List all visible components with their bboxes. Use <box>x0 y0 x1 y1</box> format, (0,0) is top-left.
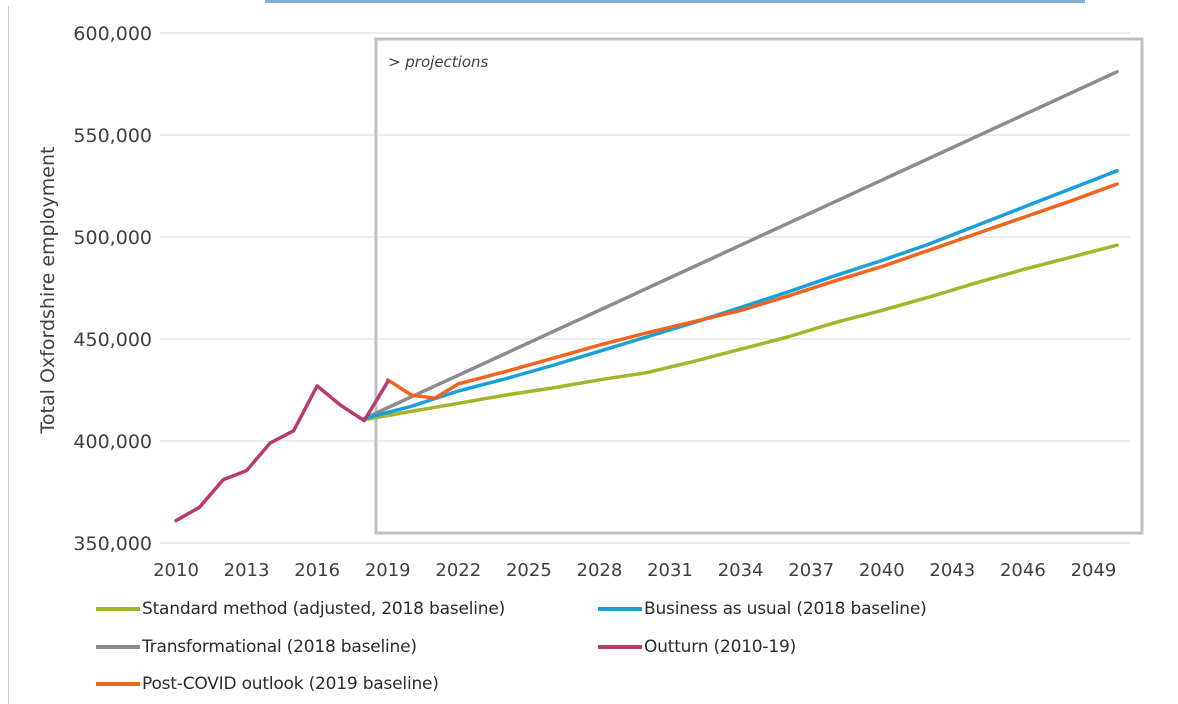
x-tick-label: 2025 <box>506 560 552 581</box>
legend-item-post-covid-outlook: Post-COVID outlook (2019 baseline) <box>96 671 439 697</box>
legend-item-business-as-usual: Business as usual (2018 baseline) <box>598 596 927 622</box>
legend-item-outturn: Outturn (2010-19) <box>598 634 796 660</box>
legend: Standard method (adjusted, 2018 baseline… <box>96 596 1096 701</box>
y-tick-label: 550,000 <box>73 125 152 147</box>
y-tick-label: 400,000 <box>73 431 152 453</box>
projection-region: > projections <box>374 37 1144 535</box>
x-tick-label: 2040 <box>859 560 905 581</box>
x-tick-label: 2010 <box>153 560 199 581</box>
gridlines <box>160 32 1130 544</box>
series-line-0 <box>362 243 1119 422</box>
series-lines <box>174 70 1119 523</box>
series-line-3 <box>174 380 390 523</box>
x-tick-label: 2016 <box>294 560 340 581</box>
legend-label: Business as usual (2018 baseline) <box>644 599 927 619</box>
x-tick-label: 2028 <box>577 560 623 581</box>
x-tick-label: 2019 <box>365 560 411 581</box>
series-line-2 <box>362 70 1119 421</box>
y-axis-label: Total Oxfordshire employment <box>37 147 59 435</box>
x-tick-label: 2043 <box>929 560 975 581</box>
x-tick-label: 2037 <box>788 560 834 581</box>
legend-label: Post-COVID outlook (2019 baseline) <box>142 674 439 694</box>
y-tick-label: 500,000 <box>73 227 152 249</box>
legend-swatch <box>96 645 140 649</box>
x-tick-label: 2034 <box>718 560 764 581</box>
legend-swatch <box>96 607 140 611</box>
cropped-title-strip <box>0 0 1178 6</box>
legend-label: Transformational (2018 baseline) <box>142 637 417 657</box>
legend-swatch <box>598 645 642 649</box>
legend-item-transformational: Transformational (2018 baseline) <box>96 634 417 660</box>
x-tick-label: 2049 <box>1071 560 1117 581</box>
x-tick-label: 2022 <box>435 560 481 581</box>
legend-swatch <box>598 607 642 611</box>
projection-box <box>374 37 1144 535</box>
x-tick-label: 2013 <box>224 560 270 581</box>
legend-label: Standard method (adjusted, 2018 baseline… <box>142 599 506 619</box>
series-line-4 <box>385 182 1119 400</box>
frame-line <box>8 6 9 704</box>
y-tick-label: 350,000 <box>73 533 152 555</box>
x-tick-label: 2031 <box>647 560 693 581</box>
legend-swatch <box>96 682 140 686</box>
projection-annotation: > projections <box>388 53 489 71</box>
axis-ticks: 350,000 400,000 450,000 500,000 550,000 600,0… <box>73 23 1116 581</box>
plot-area: > projections 350,000 400,000 450,000 500,0… <box>37 23 1144 581</box>
x-tick-label: 2046 <box>1000 560 1046 581</box>
y-tick-label: 450,000 <box>73 329 152 351</box>
series-line-1 <box>362 168 1119 421</box>
legend-label: Outturn (2010-19) <box>644 637 797 657</box>
legend-item-standard-method: Standard method (adjusted, 2018 baseline… <box>96 596 505 622</box>
y-tick-label: 600,000 <box>73 23 152 45</box>
